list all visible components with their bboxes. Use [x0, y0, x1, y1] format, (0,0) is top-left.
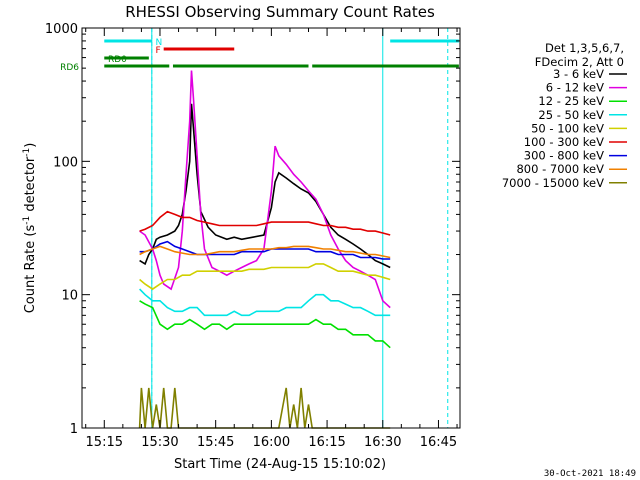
series-line-7 — [139, 245, 391, 259]
legend-label: 6 - 12 keV — [546, 81, 604, 95]
legend-label: 25 - 50 keV — [538, 108, 604, 122]
y-tick-label: 1 — [70, 422, 78, 437]
legend-header: FDecim 2, Att 0 — [535, 55, 624, 69]
y-axis-label-mid: detector — [23, 156, 38, 216]
y-axis-label-end: ) — [23, 143, 38, 148]
legend-header: Det 1,3,5,6,7, — [545, 41, 624, 55]
footer-date: 30-Oct-2021 18:49 — [544, 469, 636, 479]
x-tick-label: 16:15 — [308, 435, 345, 450]
x-tick-label: 15:30 — [141, 435, 178, 450]
legend-label: 800 - 7000 keV — [516, 162, 604, 176]
svg-text:Count Rate (s-1 detector-1): Count Rate (s-1 detector-1) — [22, 143, 38, 314]
x-tick-label: 15:15 — [86, 435, 123, 450]
y-tick-label: 1000 — [45, 22, 78, 37]
legend-label: 7000 - 15000 keV — [502, 176, 604, 190]
legend-label: 3 - 6 keV — [553, 67, 604, 81]
plot-frame — [81, 27, 461, 429]
x-tick-label: 15:45 — [197, 435, 234, 450]
x-axis-label: Start Time (24-Aug-15 15:10:02) — [174, 457, 386, 472]
series-line-3 — [139, 288, 391, 317]
series-line-6 — [139, 240, 391, 260]
series-line-1 — [139, 70, 391, 309]
series-line-2 — [139, 300, 391, 349]
series-line-0 — [139, 103, 391, 269]
axes-layer: 1 10 100 1000 15:15 15:30 15:45 16:00 16:15 16:30… — [45, 22, 461, 450]
x-tick-label: 16:45 — [420, 435, 457, 450]
y-tick-label: 10 — [61, 289, 78, 304]
legend-label: 100 - 300 keV — [524, 135, 604, 149]
x-tick-label: 16:30 — [364, 435, 401, 450]
flags-layer: NF RD0 RD6 — [60, 28, 459, 428]
flag-label-rd6: RD6 — [60, 63, 79, 73]
y-axis-label-main: Count Rate (s — [23, 225, 38, 314]
chart-title: RHESSI Observing Summary Count Rates — [125, 3, 435, 21]
series-line-8 — [138, 387, 391, 429]
series-line-4 — [139, 263, 391, 291]
legend-label: 12 - 25 keV — [538, 94, 604, 108]
x-tick-label: 16:00 — [253, 435, 290, 450]
series-layer — [138, 70, 391, 429]
y-tick-label: 100 — [53, 155, 78, 170]
y-axis-label-sup1: -1 — [22, 216, 32, 225]
legend-label: 50 - 100 keV — [531, 121, 604, 135]
legend-label: 300 - 800 keV — [524, 149, 604, 163]
y-axis-label: Count Rate (s-1 detector-1) — [22, 143, 38, 314]
flag-label-rd0: RD0 — [108, 55, 127, 65]
y-axis-label-sup2: -1 — [22, 148, 32, 157]
flag-label-f: F — [156, 46, 161, 56]
series-line-5 — [139, 210, 391, 236]
flag-label-n: N — [156, 38, 163, 48]
legend: Det 1,3,5,6,7,FDecim 2, Att 03 - 6 keV6 … — [502, 41, 627, 190]
